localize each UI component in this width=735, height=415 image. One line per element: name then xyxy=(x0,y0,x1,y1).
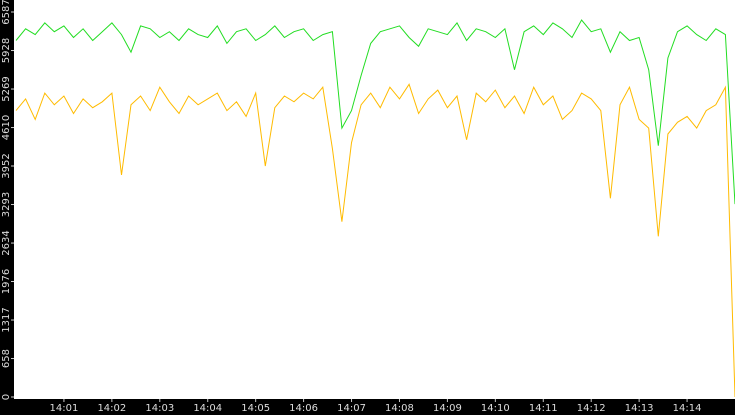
x-tick-label: 14:05 xyxy=(241,403,270,414)
y-axis-band xyxy=(0,0,14,415)
x-tick-label: 14:09 xyxy=(433,403,462,414)
y-tick-label: 6587 xyxy=(1,0,12,25)
x-tick-label: 14:11 xyxy=(529,403,558,414)
y-tick-label: 4610 xyxy=(1,115,12,140)
y-tick-label: 1976 xyxy=(1,269,12,294)
series-line xyxy=(15,83,735,398)
y-tick-label: 3293 xyxy=(1,192,12,217)
y-tick-label: 0 xyxy=(1,394,12,400)
x-tick-label: 14:14 xyxy=(673,403,702,414)
y-tick-label: 1317 xyxy=(1,307,12,332)
y-tick-label: 5269 xyxy=(1,76,12,101)
x-tick-label: 14:04 xyxy=(193,403,222,414)
x-tick-label: 14:08 xyxy=(385,403,414,414)
x-tick-label: 14:07 xyxy=(337,403,366,414)
x-tick-label: 14:12 xyxy=(577,403,606,414)
x-tick-label: 14:03 xyxy=(145,403,174,414)
series-line xyxy=(15,19,735,205)
y-tick-label: 3952 xyxy=(1,153,12,178)
x-axis-band xyxy=(0,399,735,415)
x-tick-label: 14:13 xyxy=(625,403,654,414)
y-tick-label: 2634 xyxy=(1,230,12,255)
x-tick-label: 14:01 xyxy=(50,403,79,414)
x-tick-label: 14:02 xyxy=(97,403,126,414)
x-tick-label: 14:10 xyxy=(481,403,510,414)
y-tick-label: 5928 xyxy=(1,38,12,63)
x-tick-label: 14:06 xyxy=(289,403,318,414)
y-tick-label: 658 xyxy=(1,349,12,368)
